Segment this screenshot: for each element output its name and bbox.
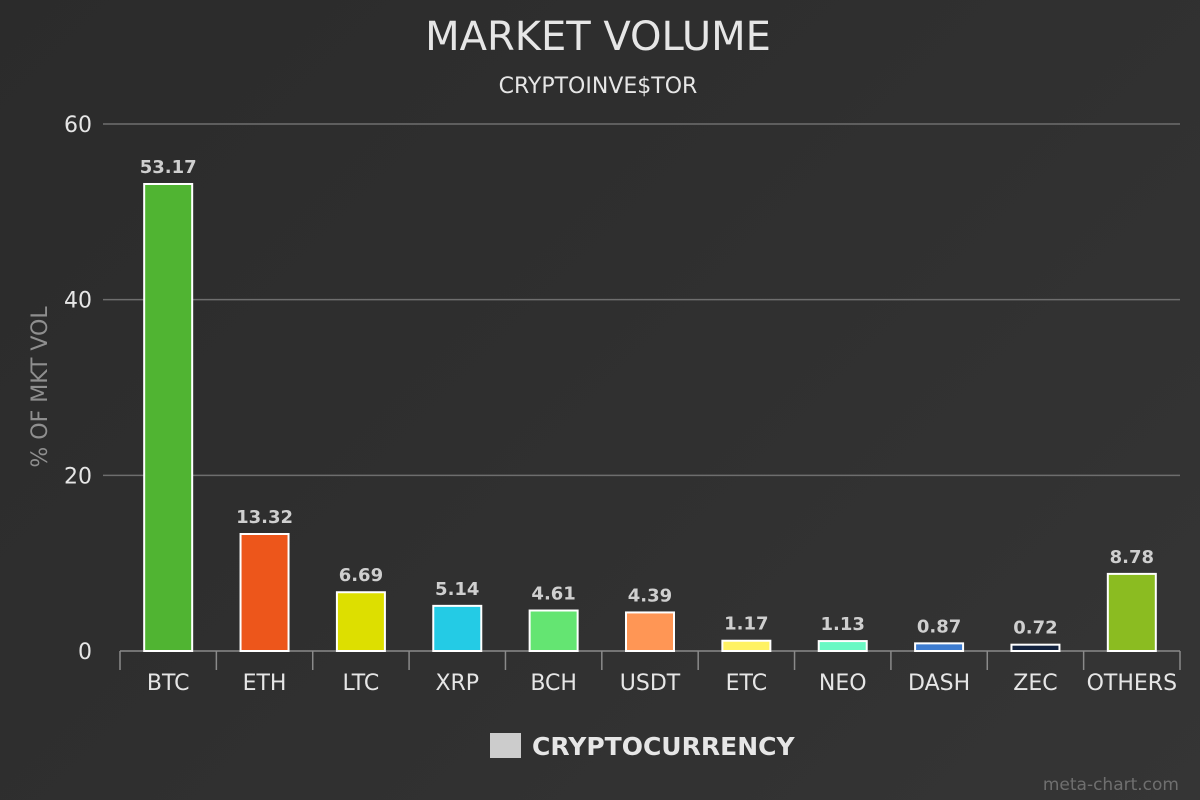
x-tick-label: USDT xyxy=(620,671,681,696)
gridlines xyxy=(103,123,1180,477)
data-label: 53.17 xyxy=(140,157,197,178)
chart-subtitle: CRYPTOINVE$TOR xyxy=(499,74,698,99)
x-tick-label: LTC xyxy=(343,671,380,696)
bar-dash[interactable] xyxy=(914,642,965,653)
data-label: 4.61 xyxy=(531,584,575,605)
y-axis-label: % OF MKT VOL xyxy=(28,306,53,468)
x-tick-label: BTC xyxy=(147,671,190,696)
chart-title: MARKET VOLUME xyxy=(425,14,771,60)
data-label: 6.69 xyxy=(339,565,383,586)
legend-swatch[interactable] xyxy=(490,733,521,758)
x-axis-ticks: BTC ETH LTC XRP BCH USDT ETC NEO DASH ZEC OTHERS xyxy=(147,671,1177,696)
x-tick-label: DASH xyxy=(908,671,970,696)
bar-btc[interactable] xyxy=(143,182,194,652)
data-label: 13.32 xyxy=(236,507,293,528)
x-axis xyxy=(119,650,1181,670)
x-tick-label: OTHERS xyxy=(1087,671,1177,696)
legend[interactable]: CRYPTOCURRENCY xyxy=(490,732,795,761)
y-axis-ticks: 0 20 40 60 xyxy=(64,113,92,665)
x-tick-label: BCH xyxy=(530,671,577,696)
data-label: 8.78 xyxy=(1110,547,1154,568)
bar-zec[interactable] xyxy=(1010,643,1061,653)
bar-others[interactable] xyxy=(1106,572,1157,652)
x-tick-label: ZEC xyxy=(1013,671,1057,696)
x-tick-label: ETH xyxy=(243,671,287,696)
x-tick-label: NEO xyxy=(819,671,867,696)
data-label: 4.39 xyxy=(628,585,672,606)
x-tick-label: XRP xyxy=(435,671,479,696)
data-labels: 53.17 13.32 6.69 5.14 4.61 4.39 1.17 1.13 0.87 0.… xyxy=(140,157,1154,639)
data-label: 0.72 xyxy=(1013,618,1057,639)
bar-ltc[interactable] xyxy=(335,591,386,652)
y-tick-label: 40 xyxy=(64,289,92,314)
data-label: 1.17 xyxy=(724,614,768,635)
x-tick-label: ETC xyxy=(726,671,767,696)
legend-label[interactable]: CRYPTOCURRENCY xyxy=(532,732,795,761)
bar-xrp[interactable] xyxy=(432,604,483,652)
credit-link[interactable]: meta-chart.com xyxy=(1043,775,1179,795)
bar-bch[interactable] xyxy=(528,609,579,653)
data-label: 5.14 xyxy=(435,579,479,600)
y-tick-label: 20 xyxy=(64,464,92,489)
data-label: 1.13 xyxy=(821,614,865,635)
bar-etc[interactable] xyxy=(721,639,772,653)
bar-usdt[interactable] xyxy=(625,611,675,652)
bar-eth[interactable] xyxy=(239,533,290,652)
bar-neo[interactable] xyxy=(817,640,868,652)
y-tick-label: 60 xyxy=(64,113,92,138)
data-label: 0.87 xyxy=(917,616,961,637)
y-tick-label: 0 xyxy=(78,640,92,665)
bars xyxy=(143,182,1157,653)
